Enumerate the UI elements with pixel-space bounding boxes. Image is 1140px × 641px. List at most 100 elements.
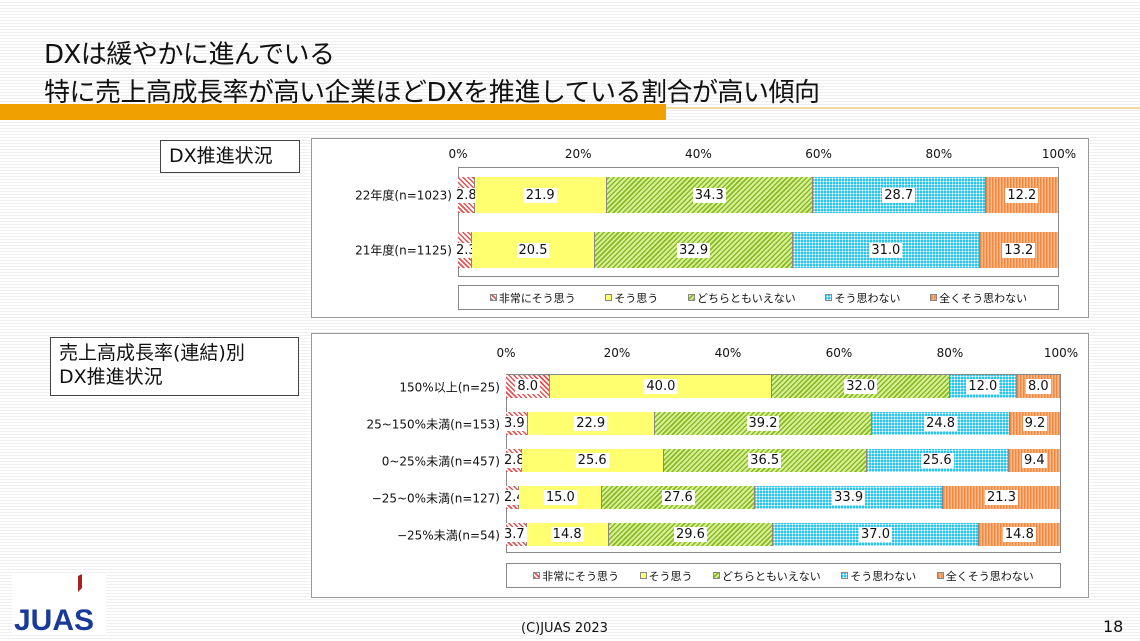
data-label: 28.7: [882, 187, 916, 203]
data-label: 25.6: [920, 453, 954, 468]
page-number: 18: [1103, 617, 1124, 636]
data-label: 12.2: [1005, 187, 1039, 203]
bar-segment: 21.3: [943, 486, 1061, 509]
bar-segment: 2.3: [454, 232, 479, 268]
juas-logo: JUAS: [12, 574, 106, 637]
data-label: 3.9: [502, 416, 527, 431]
x-tick-label: 60%: [805, 147, 832, 161]
legend-item: そう思わない: [841, 568, 916, 584]
data-label: 25.6: [575, 453, 609, 468]
legend-label: 全くそう思わない: [945, 569, 1034, 583]
chart-label-2-line2: DX推進状況: [59, 366, 163, 388]
title-line2: 特に売上高成長率が高い企業ほどDXを推進している割合が高い傾向: [44, 78, 820, 108]
x-tick-label: 100%: [1041, 147, 1077, 161]
bar-segment: 29.6: [608, 523, 774, 546]
legend-swatch: [712, 572, 720, 579]
data-label: 9.2: [1022, 416, 1048, 431]
x-tick-label: 100%: [1043, 346, 1079, 360]
category-label: −25~0%未満(n=127): [371, 491, 500, 505]
legend-item: どちらともいえない: [688, 290, 796, 306]
category-label: 21年度(n=1125): [355, 243, 452, 258]
data-label: 2.8: [502, 453, 527, 468]
legend-swatch: [639, 572, 647, 579]
data-label: 33.9: [832, 490, 866, 505]
x-tick-label: 80%: [936, 346, 964, 360]
data-label: 21.3: [985, 490, 1018, 505]
category-label: −25%未満(n=54): [396, 528, 500, 542]
data-label: 14.8: [1002, 527, 1036, 542]
data-label: 29.6: [674, 527, 707, 542]
bar-segment: 14.8: [526, 523, 609, 546]
bar-segment: 32.9: [595, 232, 794, 268]
legend-swatch: [825, 294, 833, 301]
bar-segment: 15.0: [519, 486, 603, 509]
bar-segment: 2.8: [454, 177, 479, 213]
bar-segment: 2.4: [502, 486, 527, 509]
copyright: (C)JUAS 2023: [521, 621, 608, 636]
data-label: 39.2: [746, 416, 780, 431]
data-label: 22.9: [574, 416, 608, 431]
legend-swatch: [605, 294, 613, 301]
data-label: 8.0: [515, 379, 541, 394]
bar-segment: 33.9: [755, 486, 944, 509]
bar-segment: 8.0: [1016, 375, 1061, 398]
legend-swatch: [930, 294, 938, 301]
category-label: 150%以上(n=25): [399, 380, 500, 394]
legend-item: そう思わない: [825, 290, 900, 306]
data-label: 32.9: [677, 242, 711, 258]
x-tick-label: 60%: [825, 346, 853, 360]
accent-bar: [0, 104, 666, 120]
legend-item: そう思う: [605, 290, 658, 306]
x-tick-label: 0%: [448, 147, 468, 161]
x-tick-label: 40%: [714, 346, 742, 360]
legend-item: 非常にそう思う: [533, 568, 619, 584]
bar-segment: 22.9: [527, 412, 655, 435]
data-label: 32.0: [844, 379, 878, 394]
legend-label: そう思う: [614, 291, 659, 305]
data-label: 27.6: [661, 490, 695, 505]
x-tick-label: 0%: [496, 346, 516, 360]
x-tick-label: 20%: [603, 346, 631, 360]
bar-segment: 39.2: [654, 412, 873, 435]
chart-label-2: 売上高成長率(連結)別 DX推進状況: [50, 337, 299, 396]
legend: 非常にそう思う そう思う どちらともいえない そう思わない 全くそう思わない: [506, 563, 1061, 588]
data-label: 8.0: [1025, 379, 1051, 394]
bar-segment: 9.4: [1008, 449, 1061, 472]
bar-segment: 20.5: [471, 232, 596, 268]
bar-segment: 9.2: [1009, 412, 1061, 435]
legend-item: 全くそう思わない: [930, 290, 1027, 306]
bar-segment: 3.9: [502, 412, 528, 435]
chart-label-2-line1: 売上高成長率(連結)別: [59, 342, 245, 364]
bar-segment: 32.0: [772, 375, 950, 398]
legend-label: どちらともいえない: [697, 291, 796, 305]
data-label: 2.8: [454, 187, 479, 203]
data-label: 36.5: [748, 453, 782, 468]
legend-swatch: [489, 294, 497, 301]
legend-swatch: [841, 572, 849, 579]
legend-item: そう思う: [639, 568, 693, 584]
legend-label: そう思わない: [834, 291, 901, 305]
svg-text:JUAS: JUAS: [14, 604, 94, 634]
data-label: 9.4: [1022, 453, 1047, 468]
legend-label: そう思わない: [850, 569, 917, 583]
bar-segment: 34.3: [606, 177, 813, 213]
legend-label: 非常にそう思う: [542, 569, 620, 583]
data-label: 15.0: [543, 490, 577, 505]
category-label: 22年度(n=1023): [355, 188, 452, 203]
data-label: 37.0: [859, 527, 892, 542]
legend-item: 全くそう思わない: [936, 568, 1034, 584]
bar-segment: 36.5: [663, 449, 867, 472]
bar-segment: 12.2: [985, 177, 1059, 213]
data-label: 24.8: [924, 416, 958, 431]
bar-segment: 8.0: [506, 375, 551, 398]
data-label: 13.2: [1002, 242, 1036, 258]
bar-segment: 25.6: [866, 449, 1009, 472]
data-label: 3.7: [502, 527, 527, 542]
bar-segment: 24.8: [872, 412, 1010, 435]
x-tick-label: 40%: [685, 147, 712, 161]
category-label: 25~150%未満(n=153): [366, 417, 500, 431]
chart-label-1: DX推進状況: [160, 140, 300, 173]
data-label: 40.0: [644, 379, 678, 394]
bar-segment: 37.0: [773, 523, 979, 546]
bar-segment: 12.0: [950, 375, 1017, 398]
